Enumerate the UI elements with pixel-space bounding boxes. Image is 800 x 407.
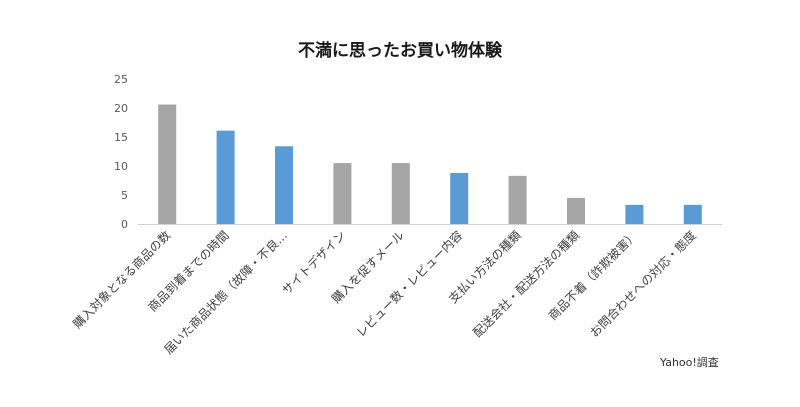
x-tick-label: レビュー数・レビュー内容 (353, 228, 465, 340)
y-tick-label: 5 (121, 189, 128, 202)
bars (158, 104, 702, 224)
bar (625, 204, 644, 224)
x-tick-label: 配送会社・配送方法の種類 (470, 228, 582, 340)
x-tick-label: 届いた商品状態（故障・不良… (161, 228, 290, 357)
bar (333, 163, 352, 224)
bar (567, 197, 585, 224)
bar (216, 130, 235, 224)
bar (508, 175, 527, 224)
y-tick-label: 25 (114, 73, 128, 86)
bar (158, 104, 177, 224)
bar (450, 172, 469, 224)
x-tick-label: お問合わせへの対応・態度 (586, 228, 698, 340)
x-axis-labels: 購入対象となる商品の数商品到着までの時間届いた商品状態（故障・不良…サイトデザイ… (70, 228, 699, 357)
chart-title: 不満に思ったお買い物体験 (298, 41, 502, 61)
y-tick-label: 10 (114, 160, 128, 173)
bar (391, 163, 410, 224)
source-note: Yahoo!調査 (660, 356, 719, 369)
y-tick-label: 0 (121, 218, 128, 231)
x-tick-label: 購入対象となる商品の数 (70, 228, 174, 332)
y-axis-ticks: 0 5 10 15 20 25 (114, 73, 128, 231)
y-tick-label: 15 (114, 131, 128, 144)
y-tick-label: 20 (114, 102, 128, 115)
bar (275, 146, 293, 224)
bar (683, 204, 702, 224)
